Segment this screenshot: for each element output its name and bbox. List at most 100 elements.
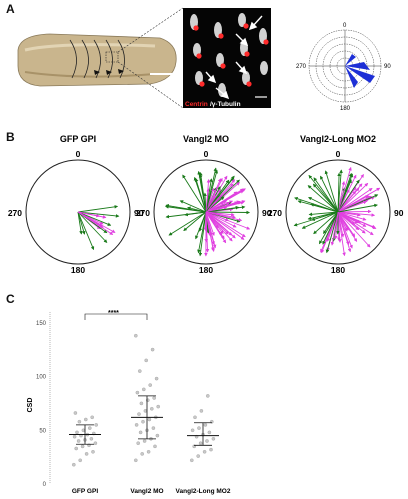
data-point [141,419,145,424]
arrow-magenta [205,211,245,240]
embryo-image [10,14,178,108]
data-point [73,411,78,415]
arrow-magenta [205,211,235,217]
data-point [143,409,148,413]
arrow-magenta [77,211,114,235]
data-point [72,462,76,467]
data-point [81,428,86,433]
data-point [209,447,213,452]
arrow-magenta [77,211,100,218]
data-point [196,454,200,458]
arrow-green [184,211,207,217]
data-point [90,415,94,420]
data-point [150,347,155,352]
arrow-magenta [337,211,371,248]
arrow-green [164,205,207,213]
significance-stars: **** [108,310,119,317]
significance-bracket [84,313,148,320]
arrow-magenta [205,200,246,213]
arrow-green [311,211,339,221]
arrow-green [77,211,95,251]
arrow-magenta [337,211,374,236]
arrows-vangl2-long [293,166,381,257]
y-tick-label: 100 [36,375,47,381]
arrow-green [77,211,83,235]
data-point [72,434,77,439]
angle-left-3: 270 [268,208,282,218]
data-point [154,376,159,381]
panel-letter-c: C [6,292,15,306]
arrow-magenta [337,209,372,214]
arrow-green [182,174,207,213]
arrow-green [77,211,108,244]
arrow-magenta [337,211,352,253]
data-point [80,444,85,449]
x-category-label: GFP GPI [72,488,98,495]
arrow-green [337,179,360,213]
arrow-magenta [205,211,246,238]
arrow-green [337,203,378,213]
arrow-magenta [337,200,367,213]
data-point [147,417,152,422]
arrow-magenta [205,211,212,237]
panel-a-figure: Centrin /γ-Tubulin 0 90 180 270 [10,7,391,112]
arrow-green [308,174,339,213]
data-point [205,439,209,443]
angle-top-3: 0 [336,149,341,159]
arrow-magenta [337,211,348,232]
compass-east: 90 [384,64,391,70]
arrow-green [301,211,339,229]
panel-letter-a: A [6,2,15,16]
data-point [136,441,140,445]
arrows-vangl2 [164,167,251,257]
data-point [77,419,82,424]
arrow-green [77,211,112,226]
chart-axes: 0 50 100 150 GFP GPI Vangl2 MO Vangl2-Long MO2 [36,312,231,495]
arrow-magenta [333,211,339,240]
arrow-green [205,179,230,213]
arrow-green [168,211,207,236]
data-point [78,458,82,463]
plot-title-vangl2: Vangl2 MO [183,134,229,144]
y-axis-label: CSD [27,398,34,413]
fluorescence-image [183,8,271,108]
data-point [84,417,88,422]
angle-bottom-1: 180 [71,265,85,275]
arrow-magenta [205,211,236,239]
stain-label-white: /γ-Tubulin [210,101,241,108]
data-point [211,437,216,441]
arrow-green [77,205,119,213]
data-point [190,428,195,433]
data-point [75,430,79,435]
y-tick-label: 50 [39,428,46,434]
angle-right-2: 90 [262,208,272,218]
data-point [202,450,207,454]
x-category-label: Vangl2 MO [130,488,163,495]
arrow-green [308,211,339,217]
data-point [156,404,160,409]
panel-b-figure: GFP GPI Vangl2 MO Vangl2-Long MO2 0 90 1… [8,134,404,275]
data-point [144,358,148,363]
arrow-green [337,169,343,213]
panel-letter-b: B [6,130,15,144]
data-point [197,426,201,430]
data-point [190,458,194,463]
data-point [142,439,147,443]
data-point [203,423,208,427]
arrow-magenta [330,211,339,246]
arrow-green [205,210,251,215]
angle-top-2: 0 [204,149,209,159]
angle-left-1: 270 [8,208,22,218]
data-point [142,387,146,392]
data-point [134,458,138,463]
arrows-gfp [77,205,120,251]
arrow-green [193,176,207,213]
arrow-green [307,185,339,213]
arrow-green [325,211,339,254]
data-point [93,441,98,445]
data-point [151,426,156,430]
data-point [137,412,141,416]
rose-diagram [308,29,382,103]
arrow-green [179,200,207,213]
data-point [134,333,138,338]
